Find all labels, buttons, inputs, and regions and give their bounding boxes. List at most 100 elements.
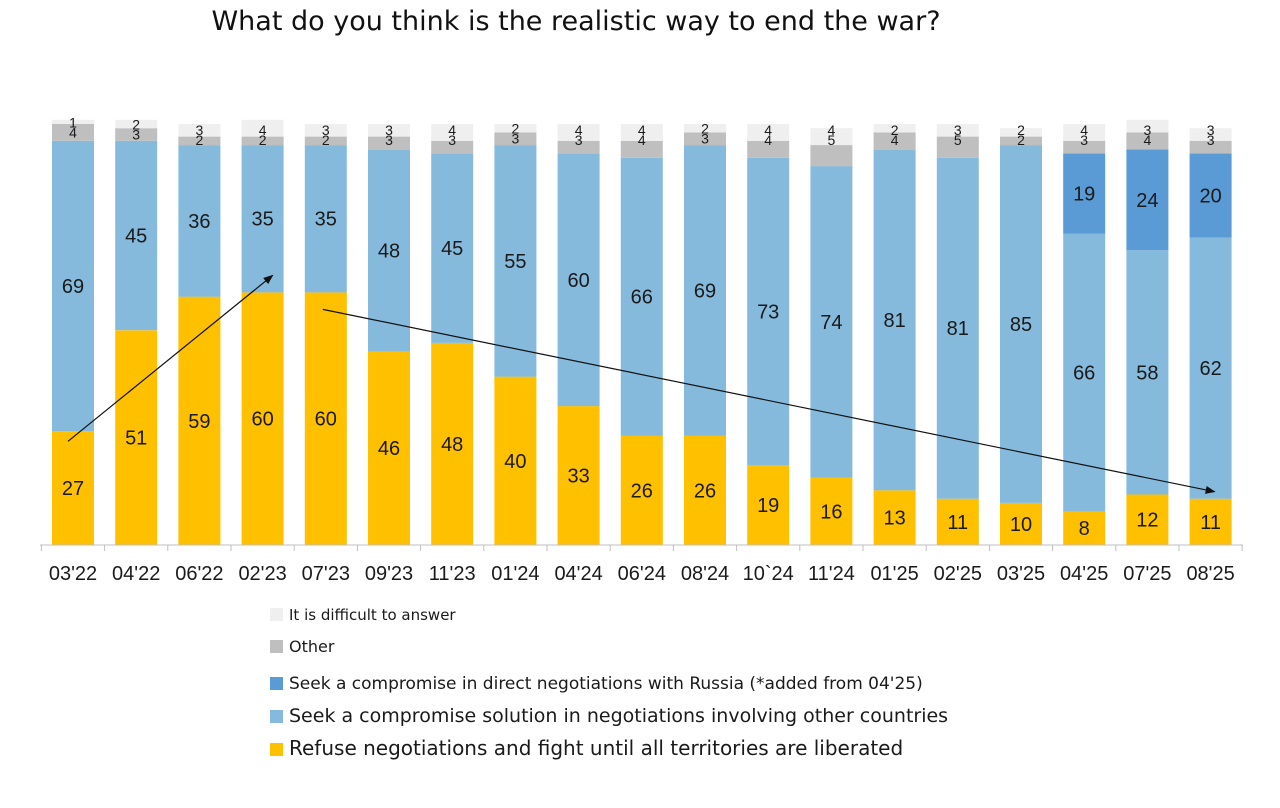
data-label-other_countries-13: 81 xyxy=(883,310,905,332)
bar-refuse-15 xyxy=(1000,502,1042,545)
bar-other-2 xyxy=(178,136,221,145)
data-label-direct-17: 24 xyxy=(1136,190,1158,212)
legend-swatch-other xyxy=(270,640,283,653)
data-label-other_countries-6: 45 xyxy=(441,238,463,260)
data-label-other_countries-0: 69 xyxy=(62,276,84,298)
data-label-other-10: 3 xyxy=(701,131,709,147)
data-label-other-12: 5 xyxy=(828,132,836,148)
bar-other_countries-15 xyxy=(1000,145,1042,503)
data-label-refuse-12: 16 xyxy=(820,501,842,523)
data-label-other-15: 2 xyxy=(1017,132,1025,148)
data-label-refuse-14: 11 xyxy=(947,512,968,534)
data-label-other_countries-9: 66 xyxy=(631,287,653,309)
data-label-other_countries-10: 69 xyxy=(694,280,716,302)
bar-refuse-4 xyxy=(304,292,347,545)
bar-other_countries-1 xyxy=(115,140,158,331)
data-label-refuse-8: 33 xyxy=(567,466,589,488)
data-label-difficult-13: 2 xyxy=(891,122,899,138)
x-tick-label: 04'25 xyxy=(1060,563,1108,585)
data-label-other_countries-11: 73 xyxy=(757,301,779,323)
data-label-difficult-5: 3 xyxy=(385,122,393,138)
data-label-refuse-11: 19 xyxy=(757,495,779,517)
bar-other-4 xyxy=(304,136,347,145)
bar-difficult-6 xyxy=(431,124,474,141)
bar-refuse-18 xyxy=(1189,498,1232,545)
bar-difficult-3 xyxy=(241,119,284,137)
bar-difficult-14 xyxy=(936,124,979,137)
x-tick-label: 07'25 xyxy=(1123,563,1171,585)
data-label-other_countries-15: 85 xyxy=(1010,314,1032,336)
x-tick-label: 11'23 xyxy=(429,563,476,585)
x-tick-label: 07'23 xyxy=(302,563,350,585)
data-label-other-4: 2 xyxy=(322,132,330,148)
chart-title: What do you think is the realistic way t… xyxy=(211,6,940,37)
data-label-refuse-13: 13 xyxy=(883,508,905,530)
bar-difficult-1 xyxy=(115,119,158,129)
bar-difficult-17 xyxy=(1126,119,1169,133)
data-label-other_countries-3: 35 xyxy=(251,209,273,231)
bar-refuse-16 xyxy=(1063,511,1106,545)
bar-refuse-3 xyxy=(241,292,284,545)
bar-other_countries-17 xyxy=(1126,250,1169,495)
data-label-refuse-4: 60 xyxy=(315,409,337,431)
data-label-refuse-2: 59 xyxy=(188,411,210,433)
bar-difficult-15 xyxy=(1000,128,1042,137)
data-label-other-1: 3 xyxy=(132,127,140,143)
bar-difficult-12 xyxy=(810,128,853,145)
data-label-difficult-9: 4 xyxy=(638,122,646,138)
data-label-other-3: 2 xyxy=(259,132,267,148)
data-label-difficult-16: 4 xyxy=(1080,122,1088,138)
bar-other-10 xyxy=(684,132,726,145)
bar-difficult-7 xyxy=(494,124,537,133)
legend: It is difficult to answer Other Seek a com… xyxy=(270,606,948,760)
legend-swatch-direct xyxy=(270,677,283,690)
bar-other-14 xyxy=(936,136,979,158)
bar-other-17 xyxy=(1126,132,1169,150)
data-label-other_countries-16: 66 xyxy=(1073,362,1095,384)
data-label-other-16: 3 xyxy=(1080,132,1088,148)
data-label-refuse-9: 26 xyxy=(631,480,653,502)
data-label-other-6: 3 xyxy=(448,132,456,148)
data-label-difficult-12: 4 xyxy=(828,122,836,138)
data-label-refuse-5: 46 xyxy=(378,438,400,460)
data-label-other-0: 4 xyxy=(69,124,77,140)
bar-other_countries-7 xyxy=(494,145,537,377)
x-tick-label: 03'25 xyxy=(997,563,1045,585)
data-label-other_countries-4: 35 xyxy=(315,209,337,231)
bars-layer: 2769415145325936236035246035234648334845… xyxy=(52,114,1232,545)
bar-direct-17 xyxy=(1126,149,1169,251)
legend-label-refuse: Refuse negotiations and fight until all … xyxy=(289,736,903,760)
data-label-other-5: 3 xyxy=(385,132,393,148)
data-label-refuse-0: 27 xyxy=(62,478,84,500)
bar-refuse-10 xyxy=(684,435,726,545)
bar-difficult-9 xyxy=(620,124,663,141)
data-label-other_countries-8: 60 xyxy=(567,270,589,292)
data-label-other_countries-7: 55 xyxy=(504,251,526,273)
data-label-refuse-15: 10 xyxy=(1010,514,1032,536)
data-label-difficult-8: 4 xyxy=(575,122,583,138)
data-label-difficult-2: 3 xyxy=(196,122,204,138)
bar-difficult-8 xyxy=(557,124,600,141)
bar-refuse-2 xyxy=(178,296,221,545)
bar-difficult-0 xyxy=(52,119,94,124)
bar-refuse-8 xyxy=(557,406,600,545)
data-label-difficult-4: 3 xyxy=(322,122,330,138)
data-label-direct-18: 20 xyxy=(1199,186,1221,208)
bar-refuse-1 xyxy=(115,330,158,545)
bar-other-7 xyxy=(494,132,537,145)
data-label-difficult-18: 3 xyxy=(1207,122,1215,138)
data-label-difficult-14: 3 xyxy=(954,122,962,138)
legend-swatch-other_countries xyxy=(270,710,283,723)
bar-other_countries-6 xyxy=(431,153,474,343)
bar-other-18 xyxy=(1189,140,1232,154)
data-label-difficult-10: 2 xyxy=(701,121,709,137)
bar-other_countries-5 xyxy=(368,149,410,352)
bar-refuse-14 xyxy=(936,498,979,545)
x-axis: 03'22 04'22 06'22 02'23 07'23 09'23 11'23 01'24… xyxy=(40,544,1243,585)
data-label-other_countries-2: 36 xyxy=(188,211,210,233)
bar-direct-16 xyxy=(1063,153,1106,234)
bar-refuse-6 xyxy=(431,342,474,545)
data-label-other-9: 4 xyxy=(638,132,646,148)
bar-refuse-12 xyxy=(810,477,853,545)
legend-label-other_countries: Seek a compromise solution in negotiatio… xyxy=(289,705,948,727)
